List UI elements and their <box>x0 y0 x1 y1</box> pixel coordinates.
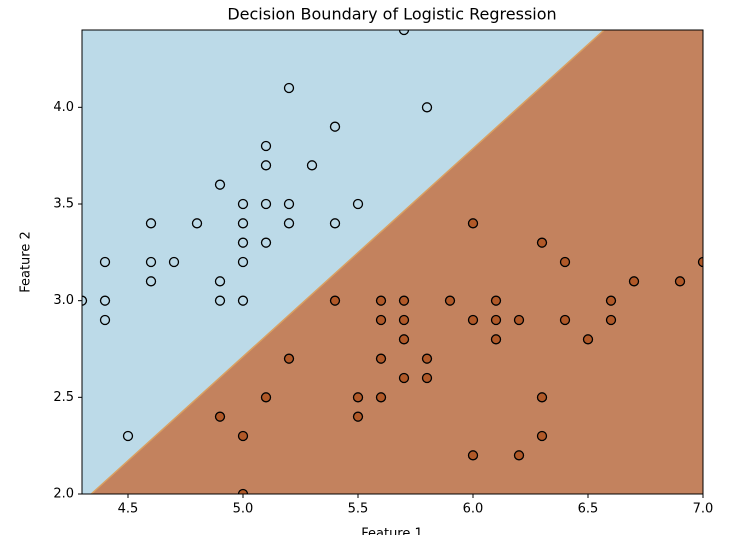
data-point <box>306 160 318 171</box>
data-point <box>375 392 387 403</box>
x-axis-label: Feature 1 <box>361 527 423 535</box>
data-point <box>513 450 525 461</box>
data-point <box>628 276 640 287</box>
data-point <box>283 353 295 364</box>
data-point <box>191 218 203 229</box>
data-point <box>467 218 479 229</box>
data-point <box>82 295 88 306</box>
data-point <box>467 314 479 326</box>
y-tick-label: 3.5 <box>53 197 74 212</box>
data-point <box>398 372 410 384</box>
data-point <box>260 392 272 403</box>
data-point <box>145 276 157 287</box>
data-point <box>99 295 111 306</box>
data-point <box>352 411 364 422</box>
data-point <box>352 392 364 403</box>
data-point <box>582 334 594 345</box>
data-point <box>99 314 111 326</box>
data-point <box>283 198 295 210</box>
data-point <box>352 198 364 210</box>
data-point <box>467 450 479 461</box>
data-point <box>283 82 295 94</box>
data-point <box>605 314 617 326</box>
axes-frame <box>81 29 704 495</box>
data-point <box>214 179 226 190</box>
data-point <box>605 295 617 306</box>
x-tick-label: 7.0 <box>693 502 714 517</box>
data-point <box>697 256 703 268</box>
chart-title: Decision Boundary of Logistic Regression <box>227 5 556 24</box>
data-point <box>375 295 387 306</box>
data-point <box>398 334 410 345</box>
data-point <box>375 314 387 326</box>
data-point <box>536 237 548 248</box>
x-tick-label: 4.5 <box>118 502 139 517</box>
y-tick-label: 2.0 <box>53 487 74 502</box>
data-point <box>329 121 341 132</box>
data-point <box>444 295 456 306</box>
data-point <box>260 140 272 152</box>
data-point <box>513 314 525 326</box>
data-point <box>260 160 272 171</box>
decision-boundary <box>90 30 605 494</box>
data-point <box>398 30 410 36</box>
data-point <box>99 256 111 268</box>
data-point <box>145 218 157 229</box>
data-point <box>237 218 249 229</box>
data-point <box>490 314 502 326</box>
data-point <box>237 256 249 268</box>
data-point <box>329 295 341 306</box>
data-point <box>421 372 433 384</box>
data-point <box>375 353 387 364</box>
y-tick-label: 4.0 <box>53 100 74 115</box>
data-point <box>237 198 249 210</box>
data-point <box>536 430 548 442</box>
data-point <box>168 256 180 268</box>
y-axis-label: Feature 2 <box>19 231 34 293</box>
data-point <box>237 488 249 494</box>
data-point <box>536 392 548 403</box>
data-point <box>490 295 502 306</box>
data-point <box>260 237 272 248</box>
x-tick-label: 6.0 <box>463 502 484 517</box>
data-point <box>237 430 249 442</box>
x-tick-label: 5.5 <box>348 502 369 517</box>
data-point <box>421 353 433 364</box>
data-point <box>214 276 226 287</box>
data-point <box>559 314 571 326</box>
data-point <box>398 314 410 326</box>
data-point <box>145 256 157 268</box>
data-point <box>490 334 502 345</box>
y-tick-label: 3.0 <box>53 293 74 308</box>
x-tick-label: 5.0 <box>233 502 254 517</box>
plot-area <box>82 30 703 494</box>
x-tick-label: 6.5 <box>578 502 599 517</box>
data-point <box>559 256 571 268</box>
data-point <box>122 430 134 442</box>
data-point <box>260 198 272 210</box>
data-point <box>237 295 249 306</box>
data-point <box>214 295 226 306</box>
data-point <box>398 295 410 306</box>
y-tick-label: 2.5 <box>53 390 74 405</box>
region-class-0 <box>82 30 605 494</box>
data-point <box>329 218 341 229</box>
data-point <box>674 276 686 287</box>
data-point <box>421 102 433 113</box>
data-point <box>283 218 295 229</box>
data-point <box>214 411 226 422</box>
data-point <box>237 237 249 248</box>
